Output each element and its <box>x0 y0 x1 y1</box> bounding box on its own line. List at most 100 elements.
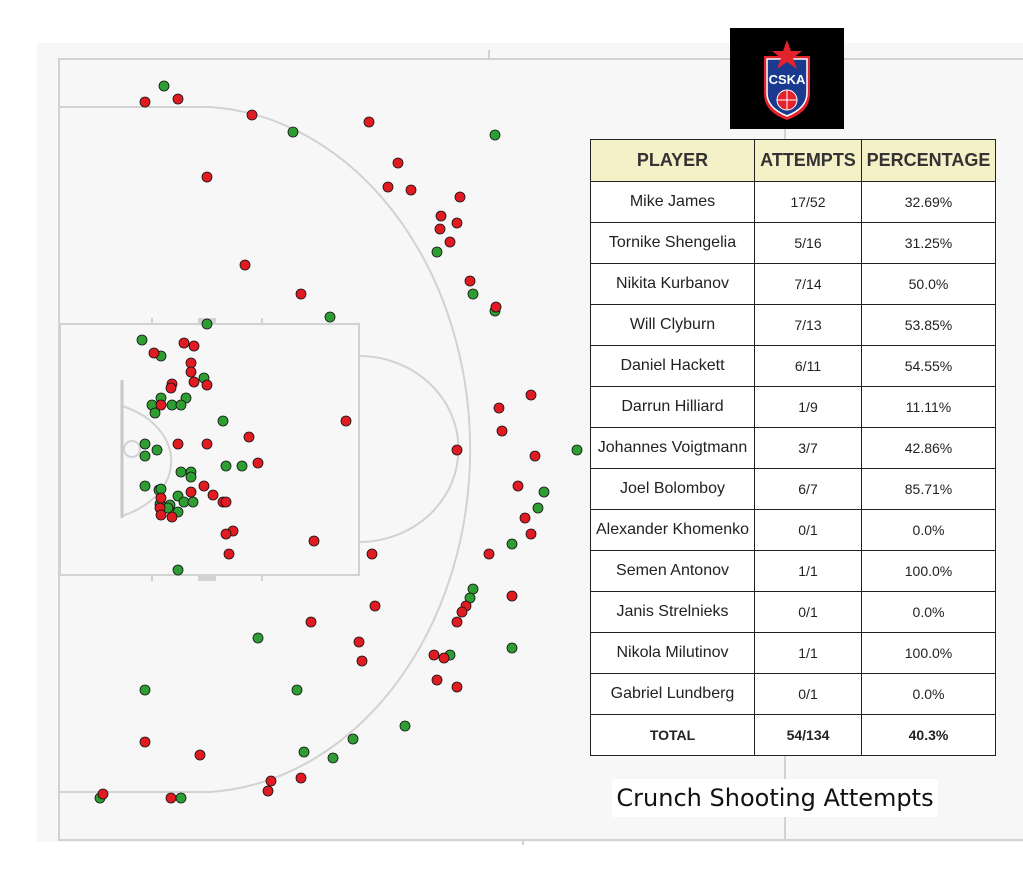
percentage-cell: 100.0% <box>861 632 996 674</box>
percentage-cell: 100.0% <box>861 550 996 592</box>
shot-missed-marker <box>506 590 518 602</box>
shot-missed-marker <box>252 457 264 469</box>
shot-missed-marker <box>265 775 277 787</box>
shot-made-marker <box>187 496 199 508</box>
percentage-cell: 31.25% <box>861 222 996 264</box>
shot-made-marker <box>236 460 248 472</box>
shot-missed-marker <box>308 535 320 547</box>
attempts-cell: 0/1 <box>754 673 862 715</box>
shot-missed-marker <box>353 636 365 648</box>
attempts-cell: 5/16 <box>754 222 862 264</box>
table-row: Alexander Khomenko 0/1 0.0% <box>590 509 996 551</box>
attempts-cell: 0/1 <box>754 509 862 551</box>
shot-missed-marker <box>198 480 210 492</box>
player-name: Semen Antonov <box>590 550 755 592</box>
attempts-cell: 6/11 <box>754 345 862 387</box>
table-row: Janis Strelnieks 0/1 0.0% <box>590 591 996 633</box>
shot-missed-marker <box>188 376 200 388</box>
shot-missed-marker <box>392 157 404 169</box>
shot-missed-marker <box>340 415 352 427</box>
shot-missed-marker <box>155 509 167 521</box>
header-percentage: PERCENTAGE <box>861 139 996 182</box>
shot-made-marker <box>175 466 187 478</box>
shot-missed-marker <box>496 425 508 437</box>
shot-missed-marker <box>464 275 476 287</box>
shot-missed-marker <box>356 655 368 667</box>
shot-made-marker <box>136 334 148 346</box>
shot-missed-marker <box>444 236 456 248</box>
table-row: Semen Antonov 1/1 100.0% <box>590 550 996 592</box>
percentage-cell: 11.11% <box>861 386 996 428</box>
player-name: Mike James <box>590 181 755 223</box>
attempts-cell: 1/9 <box>754 386 862 428</box>
shot-missed-marker <box>262 785 274 797</box>
attempts-cell: 0/1 <box>754 591 862 633</box>
percentage-cell: 42.86% <box>861 427 996 469</box>
shot-missed-marker <box>207 489 219 501</box>
player-name: Daniel Hackett <box>590 345 755 387</box>
attempts-cell: 7/13 <box>754 304 862 346</box>
shot-made-marker <box>467 583 479 595</box>
total-label: TOTAL <box>590 714 755 756</box>
shot-made-marker <box>532 502 544 514</box>
logo-text: CSKA <box>769 72 806 87</box>
percentage-cell: 0.0% <box>861 509 996 551</box>
percentage-cell: 0.0% <box>861 591 996 633</box>
percentage-cell: 50.0% <box>861 263 996 305</box>
table-row: Mike James 17/52 32.69% <box>590 181 996 223</box>
shot-missed-marker <box>201 171 213 183</box>
shot-made-marker <box>139 480 151 492</box>
shot-missed-marker <box>405 184 417 196</box>
shot-missed-marker <box>188 340 200 352</box>
shot-missed-marker <box>178 337 190 349</box>
percentage-cell: 54.55% <box>861 345 996 387</box>
shot-made-marker <box>217 415 229 427</box>
shot-made-marker <box>185 471 197 483</box>
shot-missed-marker <box>363 116 375 128</box>
table-row: Joel Bolomboy 6/7 85.71% <box>590 468 996 510</box>
shot-missed-marker <box>194 749 206 761</box>
total-percentage: 40.3% <box>861 714 996 756</box>
shot-made-marker <box>571 444 583 456</box>
shot-made-marker <box>291 684 303 696</box>
shot-missed-marker <box>490 301 502 313</box>
table-row: Tornike Shengelia 5/16 31.25% <box>590 222 996 264</box>
percentage-cell: 0.0% <box>861 673 996 715</box>
shot-made-marker <box>506 538 518 550</box>
shot-missed-marker <box>166 511 178 523</box>
shot-missed-marker <box>483 548 495 560</box>
shot-made-marker <box>298 746 310 758</box>
shot-missed-marker <box>185 357 197 369</box>
shot-missed-marker <box>243 431 255 443</box>
attempts-cell: 1/1 <box>754 550 862 592</box>
shot-missed-marker <box>512 480 524 492</box>
shot-missed-marker <box>172 93 184 105</box>
shot-missed-marker <box>493 402 505 414</box>
shot-made-marker <box>431 246 443 258</box>
shot-missed-marker <box>239 259 251 271</box>
shot-made-marker <box>149 407 161 419</box>
shot-missed-marker <box>438 652 450 664</box>
table-body: Mike James 17/52 32.69% Tornike Shengelia 5/… <box>590 181 996 756</box>
shot-missed-marker <box>295 288 307 300</box>
shot-missed-marker <box>369 600 381 612</box>
shot-made-marker <box>139 438 151 450</box>
attempts-cell: 1/1 <box>754 632 862 674</box>
shot-made-marker <box>175 792 187 804</box>
player-name: Johannes Voigtmann <box>590 427 755 469</box>
table-row: Will Clyburn 7/13 53.85% <box>590 304 996 346</box>
shot-missed-marker <box>456 606 468 618</box>
shot-made-marker <box>399 720 411 732</box>
shot-made-marker <box>151 444 163 456</box>
cska-shield-icon: CSKA <box>764 40 810 120</box>
lane-block <box>198 575 216 581</box>
shot-markers <box>94 80 583 804</box>
shot-made-marker <box>506 642 518 654</box>
table-row: Gabriel Lundberg 0/1 0.0% <box>590 673 996 715</box>
shot-missed-marker <box>451 217 463 229</box>
shot-made-marker <box>139 684 151 696</box>
attempts-cell: 6/7 <box>754 468 862 510</box>
player-name: Nikola Milutinov <box>590 632 755 674</box>
percentage-cell: 85.71% <box>861 468 996 510</box>
shot-missed-marker <box>172 438 184 450</box>
